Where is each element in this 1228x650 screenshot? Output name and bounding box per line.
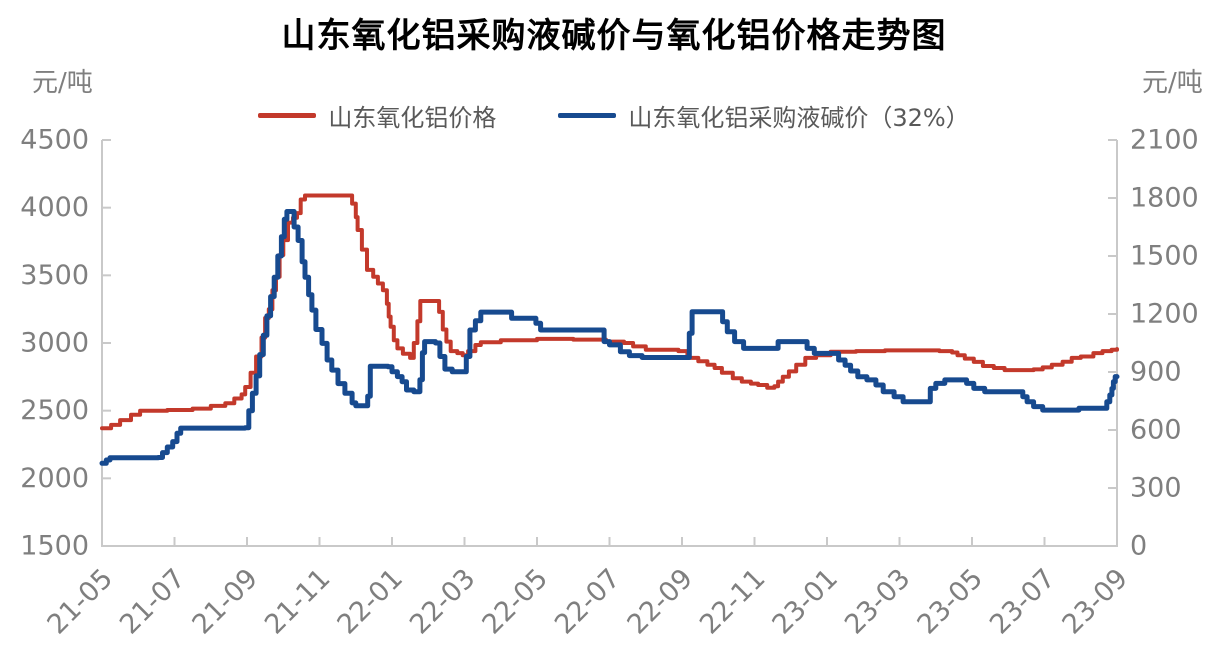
x-axis-tick-label: 21-07	[114, 563, 191, 640]
right-axis-tick-label: 300	[1130, 473, 1182, 504]
x-axis-tick-label: 22-05	[477, 563, 554, 640]
x-axis-tick-label: 21-09	[187, 563, 264, 640]
x-axis-tick-label: 23-03	[839, 563, 916, 640]
x-axis-tick-label: 23-01	[767, 563, 844, 640]
legend-item-caustic-soda-price: 山东氧化铝采购液碱价（32%）	[558, 98, 970, 133]
red-line-swatch-icon	[258, 113, 317, 118]
right-axis-tick-label: 0	[1130, 531, 1147, 562]
x-axis-tick-label: 22-07	[549, 563, 626, 640]
right-axis-tick-label: 1800	[1130, 183, 1199, 214]
left-axis-tick-label: 4000	[20, 192, 89, 223]
x-axis-tick-label: 22-03	[404, 563, 481, 640]
x-axis-tick-label: 22-09	[622, 563, 699, 640]
right-axis-tick-label: 1500	[1130, 241, 1199, 272]
left-axis-tick-label: 2500	[20, 395, 89, 426]
right-axis-tick-label: 900	[1130, 357, 1182, 388]
legend-label-alumina-price: 山东氧化铝价格	[328, 104, 497, 132]
blue-line-swatch-icon	[558, 113, 617, 118]
left-axis-unit-label: 元/吨	[32, 68, 93, 98]
right-axis-tick-label: 2100	[1130, 125, 1199, 156]
left-axis-tick-label: 3500	[20, 260, 89, 291]
chart-title: 山东氧化铝采购液碱价与氧化铝价格走势图	[281, 16, 947, 56]
left-axis-tick-label: 2000	[20, 463, 89, 494]
x-axis-tick-label: 23-07	[984, 563, 1061, 640]
x-axis-tick-label: 21-11	[259, 563, 336, 640]
x-axis-tick-label: 21-05	[42, 563, 119, 640]
left-axis-tick-label: 4500	[20, 125, 89, 156]
x-axis-tick-label: 22-01	[332, 563, 409, 640]
right-axis-tick-label: 1200	[1130, 299, 1199, 330]
x-axis-tick-label: 23-09	[1057, 563, 1134, 640]
right-axis-tick-label: 600	[1130, 415, 1182, 446]
legend: 山东氧化铝价格 山东氧化铝采购液碱价（32%）	[0, 98, 1228, 133]
line-shandong-caustic-soda-price	[99, 209, 1120, 466]
right-axis-unit-label: 元/吨	[1142, 68, 1203, 98]
legend-label-caustic-soda-price: 山东氧化铝采购液碱价（32%）	[628, 104, 970, 132]
left-axis-tick-label: 1500	[20, 531, 89, 562]
legend-item-alumina-price: 山东氧化铝价格	[258, 98, 496, 133]
x-axis-tick-label: 22-11	[694, 563, 771, 640]
left-axis-tick-label: 3000	[20, 328, 89, 359]
x-axis-tick-label: 23-05	[912, 563, 989, 640]
